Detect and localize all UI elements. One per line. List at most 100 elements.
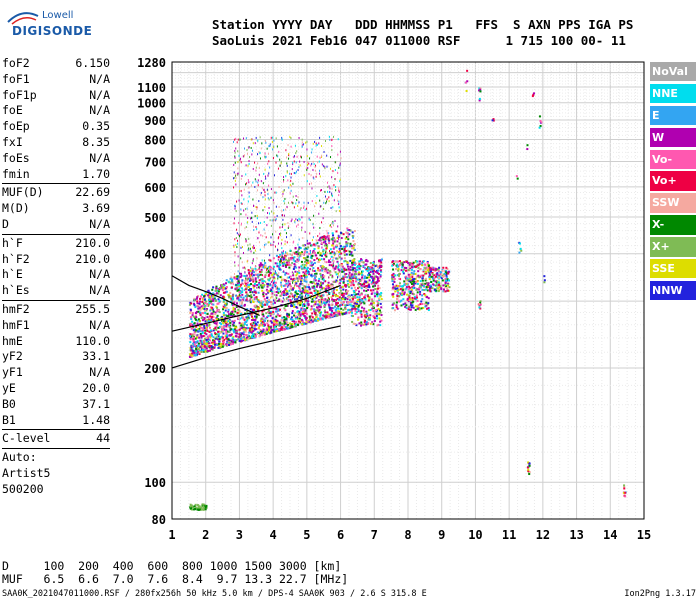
echo-point <box>285 292 288 295</box>
echo-point <box>249 278 252 281</box>
echo-point <box>343 260 346 263</box>
echo-point <box>251 262 253 265</box>
echo-point <box>340 268 343 271</box>
echo-point <box>272 267 274 270</box>
echo-point <box>306 242 309 245</box>
echo-point <box>290 303 293 306</box>
echo-point <box>334 271 337 274</box>
echo-point <box>203 350 206 353</box>
echo-point <box>339 210 341 213</box>
echo-point <box>378 287 381 290</box>
echo-point <box>198 336 201 339</box>
echo-point <box>246 338 249 341</box>
echo-point <box>337 295 339 298</box>
echo-point <box>243 318 246 321</box>
echo-point <box>225 282 228 285</box>
echo-point <box>297 320 300 323</box>
legend: NoVal NNE E W Vo- Vo+ SSW X- X+ SSE NNW <box>650 62 696 303</box>
echo-point <box>407 300 410 303</box>
echo-point <box>201 347 204 350</box>
echo-point <box>396 274 399 277</box>
param-value: N/A <box>89 216 110 231</box>
echo-point <box>204 343 207 346</box>
echo-point <box>315 272 318 275</box>
echo-point <box>253 325 256 328</box>
echo-point <box>299 164 301 167</box>
echo-point <box>327 234 330 237</box>
echo-point <box>337 266 340 269</box>
echo-point <box>515 175 518 178</box>
echo-point <box>275 300 277 303</box>
echo-point <box>353 258 356 261</box>
echo-point <box>423 272 426 275</box>
echo-point <box>345 241 348 244</box>
echo-point <box>434 269 437 272</box>
echo-point <box>208 345 211 348</box>
echo-point <box>282 297 284 300</box>
echo-point <box>285 261 288 264</box>
echo-point <box>198 303 201 306</box>
echo-point <box>270 224 272 227</box>
echo-point <box>325 255 328 258</box>
echo-point <box>296 150 298 153</box>
echo-point <box>412 284 415 287</box>
echo-point <box>250 278 252 281</box>
echo-point <box>238 276 240 279</box>
echo-point <box>299 218 301 221</box>
echo-point <box>292 278 295 281</box>
echo-point <box>304 249 307 252</box>
echo-point <box>430 281 433 284</box>
echo-point <box>343 257 346 260</box>
echo-point <box>516 177 519 180</box>
echo-point <box>252 259 254 262</box>
echo-point <box>373 320 376 323</box>
echo-point <box>311 275 314 278</box>
echo-point <box>405 275 408 278</box>
clevel-value: 44 <box>96 431 110 446</box>
echo-point <box>247 259 249 262</box>
echo-point <box>192 327 195 330</box>
echo-point <box>229 324 232 327</box>
echo-point <box>354 312 357 315</box>
echo-point <box>277 155 279 158</box>
echo-point <box>330 303 333 306</box>
echo-point <box>293 160 295 163</box>
echo-point <box>207 303 210 306</box>
echo-point <box>253 298 255 301</box>
echo-point <box>406 297 409 300</box>
echo-point <box>300 260 303 263</box>
echo-point <box>217 326 220 329</box>
echo-point <box>433 277 436 280</box>
echo-point <box>272 146 274 149</box>
echo-point <box>303 303 306 306</box>
echo-point <box>354 296 357 299</box>
echo-point <box>329 313 332 316</box>
echo-point <box>239 290 242 293</box>
echo-point <box>280 268 282 271</box>
echo-point <box>308 172 310 175</box>
echo-point <box>409 292 412 295</box>
param-value: 210.0 <box>75 251 110 266</box>
echo-point <box>201 332 204 335</box>
echo-point <box>244 328 247 331</box>
echo-point <box>336 260 339 263</box>
echo-point <box>229 342 232 345</box>
echo-point <box>325 300 328 303</box>
echo-point <box>321 301 324 304</box>
echo-point <box>313 287 316 290</box>
echo-point <box>341 270 344 273</box>
echo-point <box>273 201 275 204</box>
echo-point <box>236 284 238 287</box>
echo-point <box>313 308 316 311</box>
echo-point <box>192 329 195 332</box>
echo-point <box>305 299 307 302</box>
echo-point <box>237 308 240 311</box>
echo-point <box>413 270 416 273</box>
echo-point <box>329 306 332 309</box>
echo-point <box>373 269 376 272</box>
echo-point <box>230 313 233 316</box>
echo-point <box>335 303 338 306</box>
echo-point <box>329 271 331 274</box>
echo-point <box>343 297 346 300</box>
echo-point <box>328 242 331 245</box>
